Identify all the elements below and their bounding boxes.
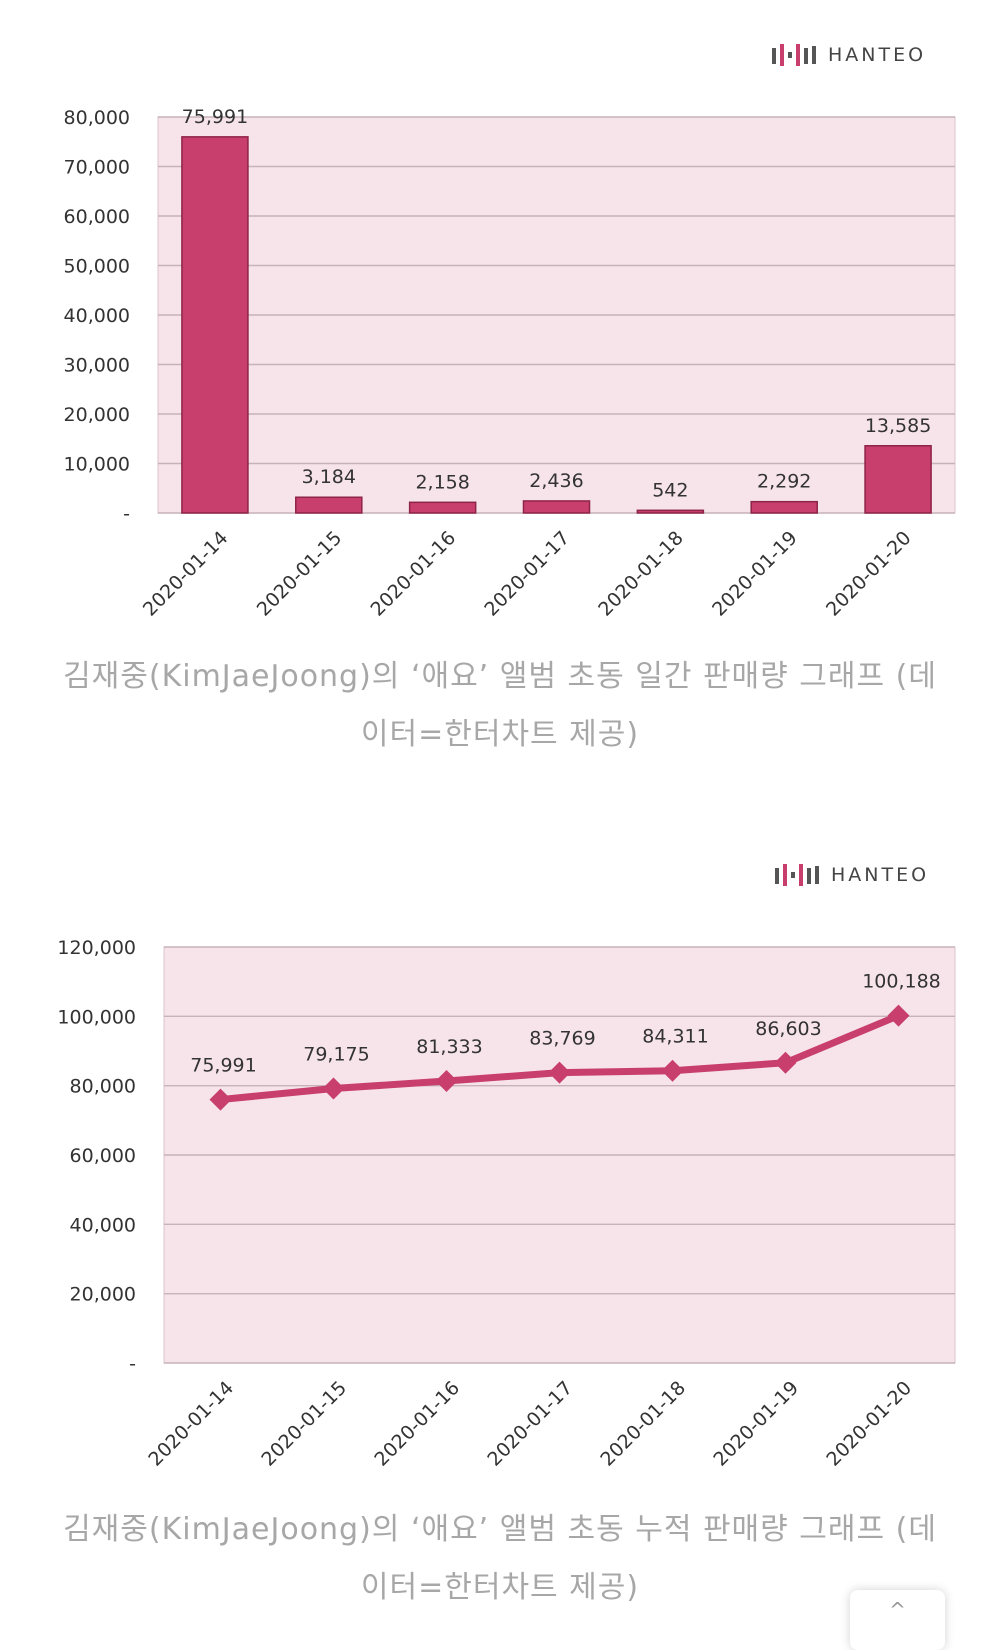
x-tick-label: 2020-01-14 — [144, 1377, 238, 1471]
hanteo-logo: HANTEO — [772, 42, 926, 68]
point-data-label: 81,333 — [416, 1036, 482, 1058]
bar — [750, 500, 818, 514]
bar — [636, 509, 705, 514]
y-tick-label: 20,000 — [64, 404, 130, 426]
line-point — [887, 1004, 910, 1027]
hanteo-mark-icon — [775, 864, 819, 886]
daily-sales-bar-chart: - 10,000 20,000 30,000 40,000 50,000 60,000 70,… — [64, 106, 956, 621]
bar-data-label: 2,292 — [757, 471, 811, 493]
line-point — [661, 1059, 684, 1082]
bar-data-label: 13,585 — [865, 415, 931, 437]
point-data-label: 75,991 — [190, 1055, 256, 1077]
hanteo-logo-text: HANTEO — [831, 864, 930, 886]
bar-data-label: 2,158 — [415, 471, 469, 493]
line-point — [774, 1051, 797, 1074]
cumulative-sales-line-chart: - 20,000 40,000 60,000 80,000 100,000 120,000 2… — [57, 937, 956, 1471]
point-data-label: 100,188 — [862, 971, 941, 993]
hanteo-logo-text: HANTEO — [828, 44, 927, 66]
y-tick-label: 40,000 — [70, 1214, 136, 1236]
y-tick-label: 100,000 — [57, 1006, 136, 1028]
bar-data-label: 75,991 — [182, 106, 248, 128]
x-tick-label: 2020-01-19 — [709, 1377, 803, 1471]
y-tick-label: 60,000 — [64, 206, 130, 228]
y-tick-label: 60,000 — [70, 1145, 136, 1167]
y-tick-label: 20,000 — [70, 1284, 136, 1306]
bar-chart-caption: 김재중(KimJaeJoong)의 ‘애요’ 앨범 초동 일간 판매량 그래프 … — [63, 659, 937, 752]
y-tick-label: 70,000 — [64, 157, 130, 179]
chevron-up-icon: ^ — [889, 1598, 906, 1622]
bar — [295, 496, 363, 514]
y-tick-label: 80,000 — [64, 107, 130, 129]
line-point — [435, 1070, 458, 1093]
scroll-to-top-button[interactable]: ^ — [850, 1590, 945, 1650]
y-tick-label: 40,000 — [64, 305, 130, 327]
y-tick-label: 80,000 — [70, 1076, 136, 1098]
bar — [522, 500, 591, 514]
hanteo-mark-icon — [772, 44, 816, 66]
x-tick-label: 2020-01-16 — [370, 1377, 464, 1471]
y-tick-label: 120,000 — [57, 937, 136, 959]
point-data-label: 79,175 — [303, 1044, 369, 1066]
x-tick-label: 2020-01-18 — [596, 1377, 690, 1471]
bar-data-label: 3,184 — [302, 466, 356, 488]
bar — [408, 501, 477, 514]
y-tick-label: - — [129, 1353, 136, 1375]
point-data-label: 86,603 — [755, 1018, 821, 1040]
hanteo-logo-2: HANTEO — [775, 862, 929, 888]
bar — [181, 136, 249, 514]
point-data-label: 83,769 — [529, 1028, 595, 1050]
line-point — [209, 1088, 232, 1111]
x-tick-label: 2020-01-17 — [483, 1377, 577, 1471]
point-data-label: 84,311 — [642, 1026, 708, 1048]
bar — [864, 445, 932, 514]
bar-data-label: 542 — [652, 479, 688, 501]
bar-data-label: 2,436 — [529, 470, 583, 492]
x-tick-label: 2020-01-20 — [822, 1377, 916, 1471]
x-tick-label: 2020-01-15 — [257, 1377, 351, 1471]
line-point — [322, 1077, 345, 1100]
y-tick-label: - — [123, 503, 130, 525]
y-tick-label: 50,000 — [64, 256, 130, 278]
line-point — [548, 1061, 571, 1084]
line-chart-caption: 김재중(KimJaeJoong)의 ‘애요’ 앨범 초동 누적 판매량 그래프 … — [63, 1512, 937, 1605]
y-tick-label: 10,000 — [64, 454, 130, 476]
y-tick-label: 30,000 — [64, 355, 130, 377]
